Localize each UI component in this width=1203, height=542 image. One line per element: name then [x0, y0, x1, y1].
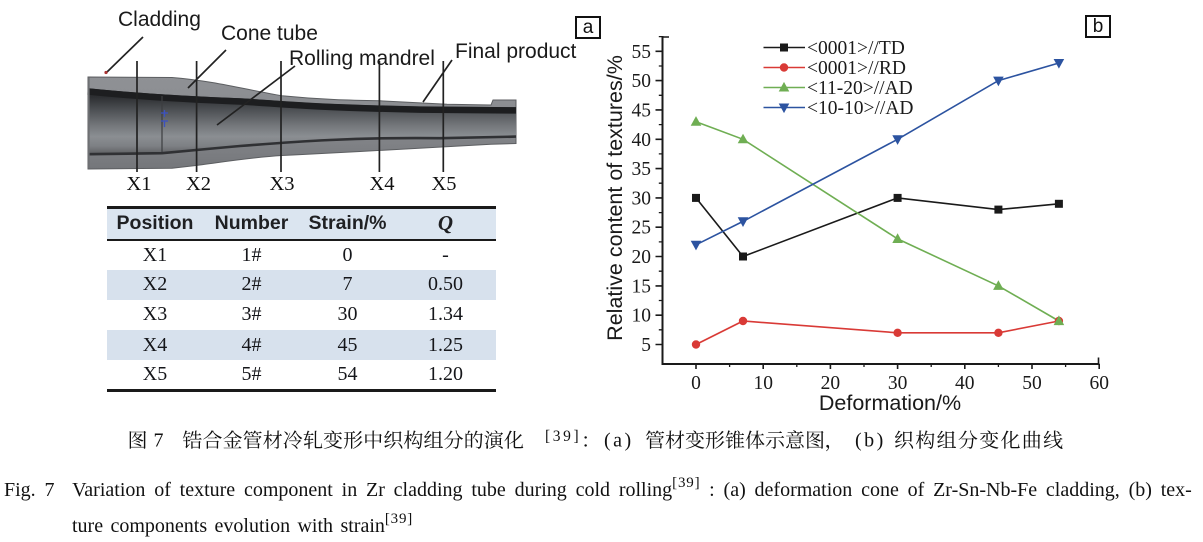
svg-text:20: 20: [821, 373, 841, 394]
svg-text:Deformation/%: Deformation/%: [819, 391, 961, 415]
svg-text:X4: X4: [369, 173, 394, 195]
svg-text:Cone tube: Cone tube: [221, 22, 318, 45]
svg-text:10: 10: [632, 306, 652, 327]
svg-text:0: 0: [691, 373, 701, 394]
svg-text:35: 35: [632, 159, 652, 180]
svg-text:40: 40: [955, 373, 975, 394]
svg-text:55: 55: [632, 42, 652, 63]
svg-text:10: 10: [753, 373, 773, 394]
svg-text:(a): (a): [604, 429, 634, 451]
svg-text:40: 40: [632, 130, 652, 151]
svg-text:45: 45: [632, 100, 652, 121]
svg-text:(b): (b): [855, 429, 886, 451]
svg-text:15: 15: [632, 276, 652, 297]
svg-text:30: 30: [888, 373, 908, 394]
svg-text:<0001>//RD: <0001>//RD: [807, 58, 906, 79]
svg-text:X1: X1: [126, 173, 151, 195]
svg-text:X3: X3: [269, 173, 294, 195]
svg-text:Cladding: Cladding: [118, 8, 201, 31]
svg-text:50: 50: [1022, 373, 1042, 394]
svg-text:<10-10>//AD: <10-10>//AD: [807, 98, 914, 119]
svg-text:30: 30: [632, 188, 652, 209]
svg-text:[39]: [39]: [545, 428, 581, 445]
svg-text:Rolling mandrel: Rolling mandrel: [289, 47, 435, 70]
svg-text:<11-20>//AD: <11-20>//AD: [807, 78, 913, 99]
svg-text:X5: X5: [431, 173, 456, 195]
svg-text:X2: X2: [186, 173, 211, 195]
svg-text:5: 5: [641, 335, 651, 356]
svg-text:7: 7: [154, 429, 164, 451]
svg-text:20: 20: [632, 247, 652, 268]
svg-text:60: 60: [1089, 373, 1109, 394]
svg-text:50: 50: [632, 71, 652, 92]
svg-text:Relative content of textures/%: Relative content of textures/%: [603, 55, 627, 341]
svg-text:Final product: Final product: [455, 40, 577, 63]
svg-text:<0001>//TD: <0001>//TD: [807, 38, 905, 59]
svg-text:25: 25: [632, 218, 652, 239]
